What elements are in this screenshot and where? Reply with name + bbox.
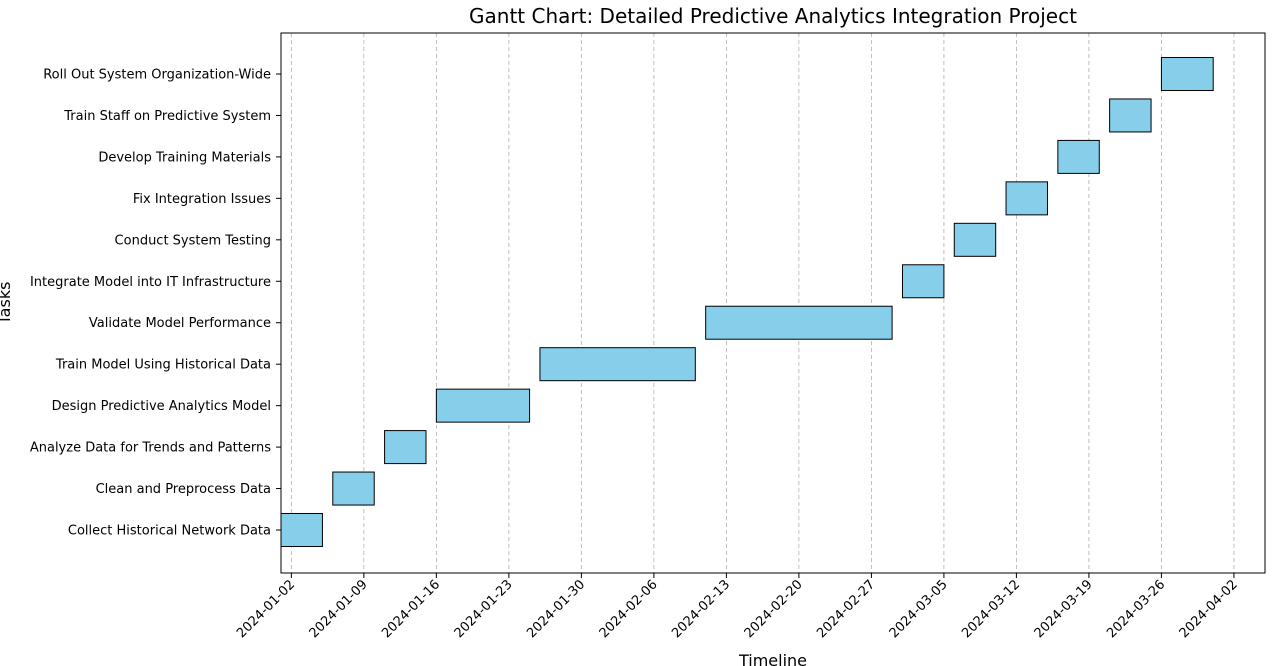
task-bar bbox=[1160, 57, 1214, 91]
y-tick-label: Integrate Model into IT Infrastructure bbox=[30, 275, 271, 290]
y-tick-label: Analyze Data for Trends and Patterns bbox=[30, 441, 271, 456]
task-bar bbox=[384, 430, 427, 465]
y-axis-ticks: Collect Historical Network Data Clean and… bbox=[30, 68, 281, 539]
x-axis-label: Timeline bbox=[738, 651, 807, 666]
task-bar bbox=[901, 264, 945, 299]
y-tick-label: Collect Historical Network Data bbox=[68, 524, 271, 539]
task-bar bbox=[539, 347, 696, 382]
y-tick-label: Fix Integration Issues bbox=[133, 192, 271, 207]
y-tick-label: Develop Training Materials bbox=[98, 150, 271, 165]
task-bars bbox=[280, 57, 1214, 547]
y-axis-label: Tasks bbox=[0, 282, 14, 326]
task-bar bbox=[1109, 98, 1152, 133]
task-bar bbox=[332, 471, 375, 506]
plot-frame bbox=[280, 32, 1266, 574]
task-bar bbox=[953, 222, 997, 257]
task-bar bbox=[1057, 139, 1100, 174]
task-bar bbox=[1005, 181, 1048, 216]
y-tick-label: Roll Out System Organization-Wide bbox=[43, 68, 271, 83]
y-tick-label: Conduct System Testing bbox=[115, 233, 271, 248]
y-tick-label: Design Predictive Analytics Model bbox=[52, 399, 271, 414]
y-tick-label: Clean and Preprocess Data bbox=[96, 482, 271, 497]
y-tick-label: Train Staff on Predictive System bbox=[63, 109, 271, 124]
task-bar bbox=[435, 388, 531, 423]
task-bar bbox=[280, 513, 323, 547]
task-bar bbox=[705, 305, 893, 340]
chart-title: Gantt Chart: Detailed Predictive Analyti… bbox=[469, 4, 1077, 28]
y-tick-label: Validate Model Performance bbox=[89, 316, 271, 331]
y-tick-label: Train Model Using Historical Data bbox=[55, 358, 271, 373]
